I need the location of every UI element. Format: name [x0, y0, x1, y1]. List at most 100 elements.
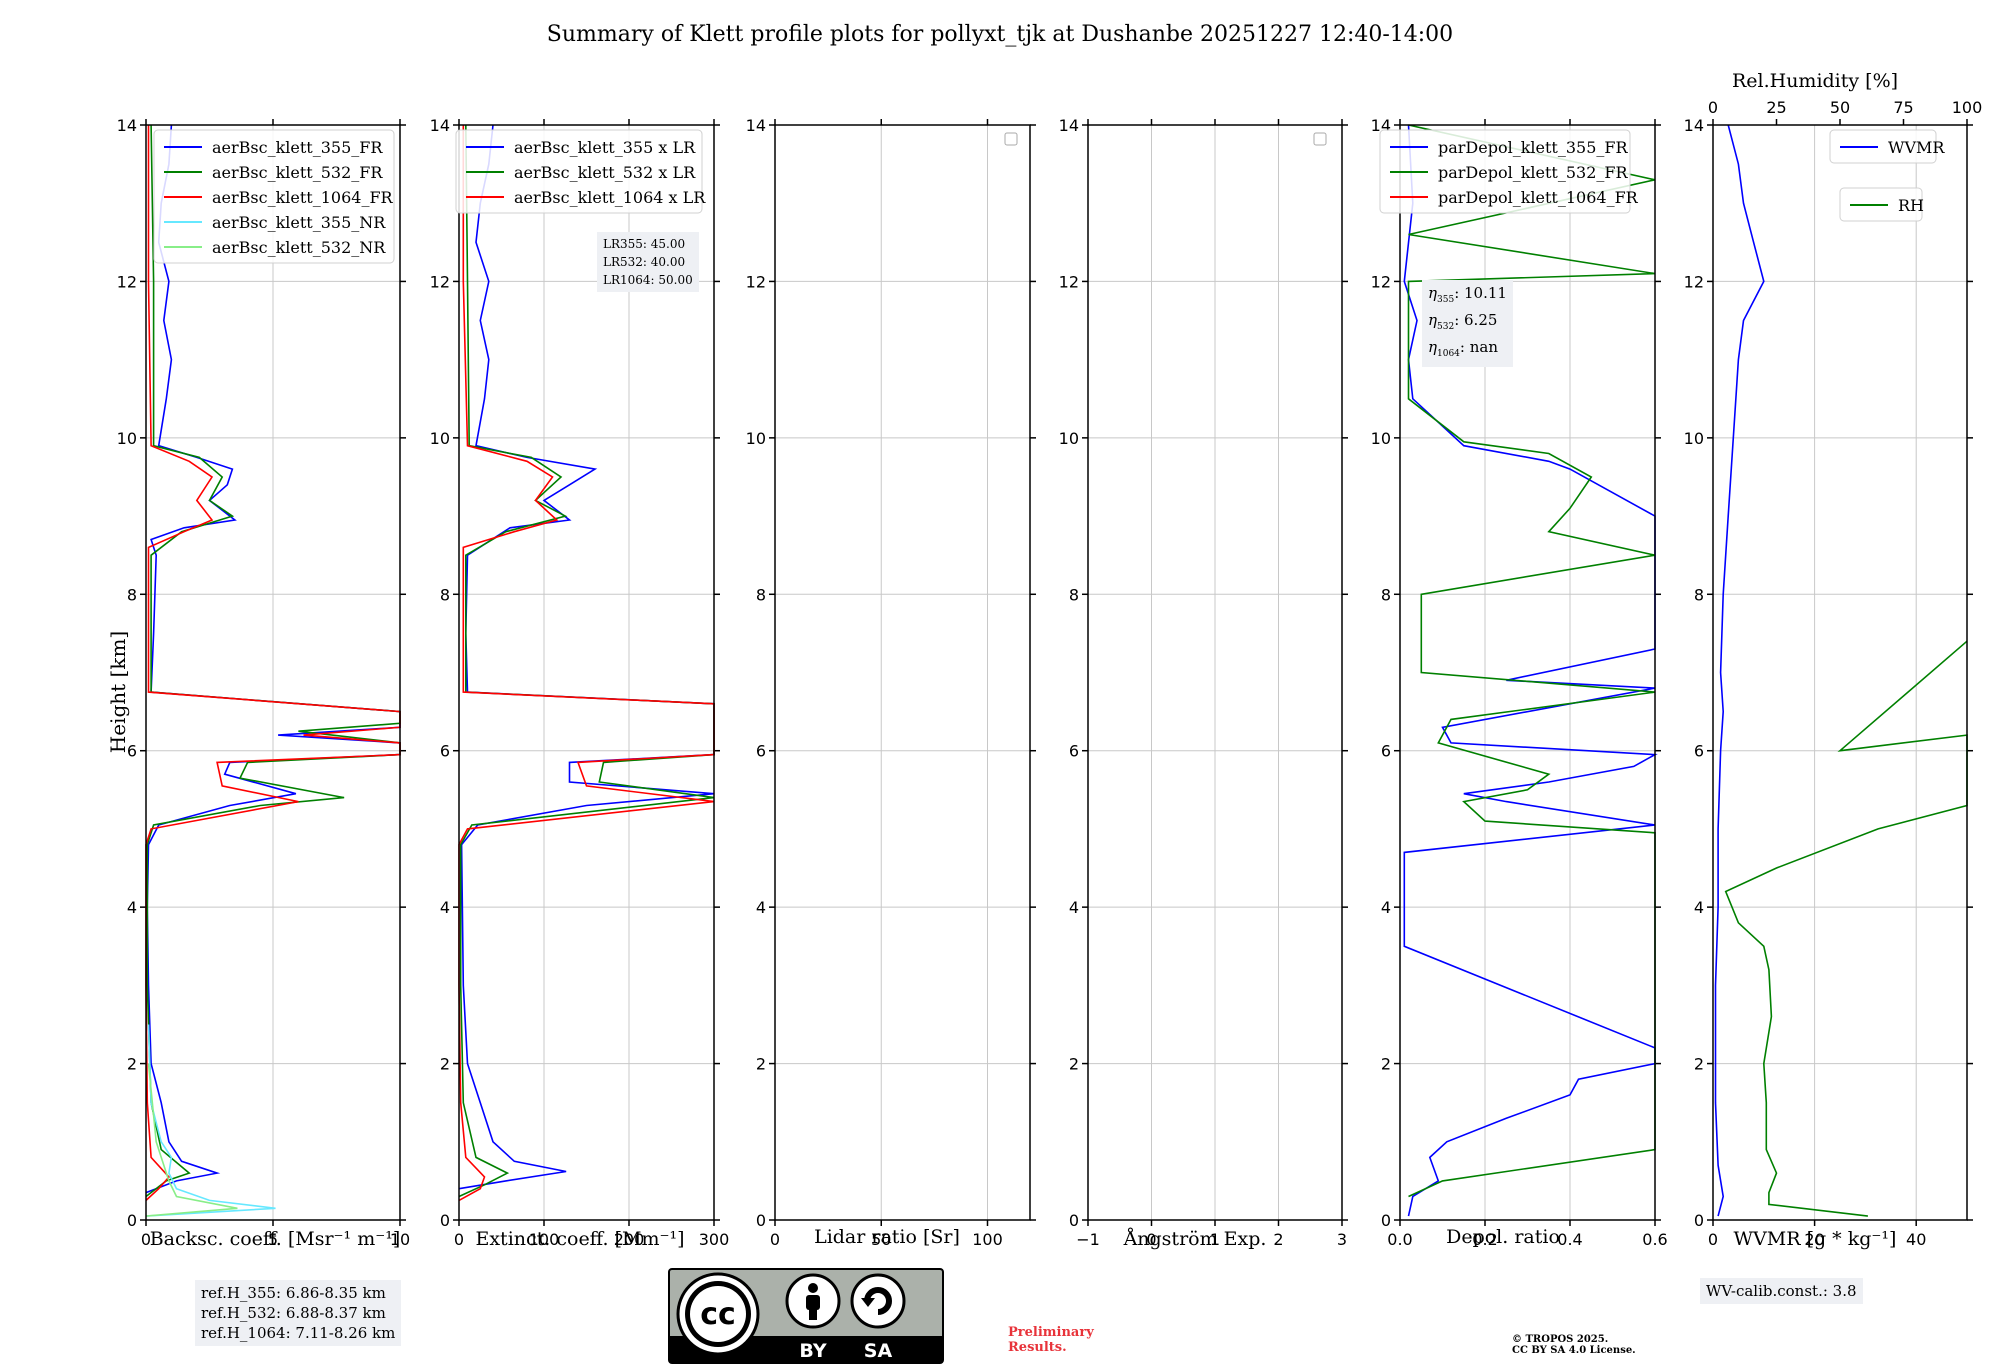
x-tick-label: 0	[454, 1230, 464, 1249]
legend-label: aerBsc_klett_1064 x LR	[514, 188, 706, 207]
x-tick-label: 0	[141, 1230, 151, 1249]
eta532-value: 6.25	[1464, 311, 1498, 329]
y-tick-label: 8	[127, 585, 137, 604]
x-tick-label: 3	[1337, 1230, 1347, 1249]
y-tick-label: 8	[1069, 585, 1079, 604]
y-tick-label: 0	[756, 1211, 766, 1230]
y-tick-label: 10	[1371, 429, 1391, 448]
lidar-ratio-box: LR355: 45.00 LR532: 40.00 LR1064: 50.00	[597, 232, 699, 292]
legend-label: aerBsc_klett_1064_FR	[212, 188, 394, 207]
ref-height-355: ref.H_355: 6.86-8.35 km	[201, 1284, 386, 1302]
y-tick-label: 12	[1371, 272, 1391, 291]
y-tick-label: 14	[430, 116, 450, 135]
y-tick-label: 10	[1684, 429, 1704, 448]
legend-frame	[1829, 129, 1937, 164]
cc-text: cc	[700, 1297, 736, 1332]
y-tick-label: 2	[440, 1055, 450, 1074]
legend-label: aerBsc_klett_532_FR	[212, 163, 383, 182]
y-tick-label: 8	[756, 585, 766, 604]
legend-label: WVMR	[1888, 138, 1945, 157]
x-tick-label: 2	[1273, 1230, 1283, 1249]
y-tick-label: 2	[1069, 1055, 1079, 1074]
panel-frame	[1399, 124, 1656, 1221]
legend-rh: RH	[1839, 187, 1924, 222]
y-tick-label: 8	[1694, 585, 1704, 604]
legend-frame	[455, 129, 703, 214]
x-tick-label: 0.2	[1472, 1230, 1497, 1249]
y-tick-label: 10	[1059, 429, 1079, 448]
x-tick-label: 5	[268, 1230, 278, 1249]
y-tick-label: 6	[1381, 742, 1391, 761]
legend-depol: parDepol_klett_355_FR parDepol_klett_532_…	[1379, 129, 1639, 214]
y-tick-label: 10	[117, 429, 137, 448]
x-tick-label: 0.4	[1557, 1230, 1582, 1249]
legend-extinction: aerBsc_klett_355 x LR aerBsc_klett_532 x …	[455, 129, 706, 214]
panel-0: 0 2 4 6 8 10 12 14 0 5 10	[117, 116, 411, 1249]
preliminary-line2: Results.	[1008, 1340, 1067, 1355]
y-tick-label: 12	[746, 272, 766, 291]
xlabel-lidar-ratio: Lidar ratio [Sr]	[814, 1226, 960, 1248]
y-tick-label: 14	[746, 116, 766, 135]
legend-label: aerBsc_klett_532_NR	[212, 238, 386, 257]
copyright-note: © TROPOS 2025. CC BY SA 4.0 License.	[1512, 1334, 1636, 1356]
share-alike-icon	[850, 1273, 906, 1329]
panel-1: 0 2 4 6 8 10 12 14 0 100 200 300	[430, 116, 730, 1249]
y-tick-label: 0	[127, 1211, 137, 1230]
y-tick-label: 4	[440, 898, 450, 917]
xlabel-backscatter: Backsc. coeff. [Msr⁻¹ m⁻¹]	[149, 1228, 401, 1250]
eta1064-value: nan	[1469, 338, 1498, 356]
empty-legend-angstrom	[1313, 132, 1327, 146]
y-tick-label: 12	[1059, 272, 1079, 291]
y-tick-label: 2	[756, 1055, 766, 1074]
y-tick-label: 10	[746, 429, 766, 448]
x-tick-label: 0	[770, 1230, 780, 1249]
y-axis-label: Height [km]	[106, 630, 131, 754]
x-tick-label: −1	[1076, 1230, 1100, 1249]
lr532-text: LR532: 40.00	[603, 255, 686, 269]
legend-label: parDepol_klett_355_FR	[1438, 138, 1629, 157]
eta355-value: 10.11	[1464, 284, 1507, 302]
series-aerBsc_klett_1064_FR	[145, 125, 401, 1201]
panel-frame	[1087, 124, 1343, 1221]
copyright-line2: CC BY SA 4.0 License.	[1512, 1345, 1636, 1356]
y-tick-label: 4	[127, 898, 137, 917]
panel-2: 0 2 4 6 8 10 12 14 0 50 100	[746, 116, 1036, 1249]
xlabel-depol: Depol. ratio	[1446, 1226, 1560, 1248]
x-tick-label: 1	[1210, 1230, 1220, 1249]
y-tick-label: 6	[1694, 742, 1704, 761]
x-tick-label: 50	[871, 1230, 891, 1249]
x-tick-label: 40	[1906, 1230, 1926, 1249]
legend-backscatter: aerBsc_klett_355_FR aerBsc_klett_532_FRae…	[153, 129, 395, 264]
x-tick-label: 0.0	[1387, 1230, 1412, 1249]
legend-wvmr: WVMR	[1829, 129, 1945, 164]
ref-height-532: ref.H_532: 6.88-8.37 km	[201, 1304, 386, 1322]
series-parDepol_klett_532_FR	[1407, 124, 1656, 1198]
top-xlabel-rh: Rel.Humidity [%]	[1731, 70, 1899, 92]
ref-heights-box: ref.H_355: 6.86-8.35 km ref.H_532: 6.88-…	[195, 1280, 402, 1346]
x-tick-label: 100	[529, 1230, 560, 1249]
legend-frame	[153, 129, 395, 264]
legend-frame	[1379, 129, 1631, 214]
y-tick-label: 2	[127, 1055, 137, 1074]
top-x-tick-label: 0	[1708, 98, 1718, 117]
legend-label: aerBsc_klett_532 x LR	[514, 163, 696, 182]
legend-label: RH	[1898, 196, 1924, 215]
preliminary-note: Preliminary Results.	[1008, 1325, 1094, 1355]
lr1064-text: LR1064: 50.00	[603, 273, 693, 287]
legend-label: aerBsc_klett_355_NR	[212, 213, 386, 232]
eta-box: η355: 10.11 η532: 6.25 η1064: nan	[1422, 280, 1513, 367]
lr355-text: LR355: 45.00	[603, 237, 686, 251]
top-x-tick-label: 50	[1830, 98, 1850, 117]
cc-by-sa-logo: cc BY SA	[668, 1268, 944, 1364]
panel-frame	[1712, 124, 1968, 1221]
y-tick-label: 8	[440, 585, 450, 604]
series-aerBsc_klett_355 x LR	[458, 124, 715, 1190]
y-tick-label: 8	[1381, 585, 1391, 604]
xlabel-wvmr: WVMR [g * kg⁻¹]	[1733, 1228, 1897, 1250]
y-tick-label: 10	[430, 429, 450, 448]
y-tick-label: 6	[440, 742, 450, 761]
y-tick-label: 6	[756, 742, 766, 761]
panel-frame	[458, 124, 715, 1221]
